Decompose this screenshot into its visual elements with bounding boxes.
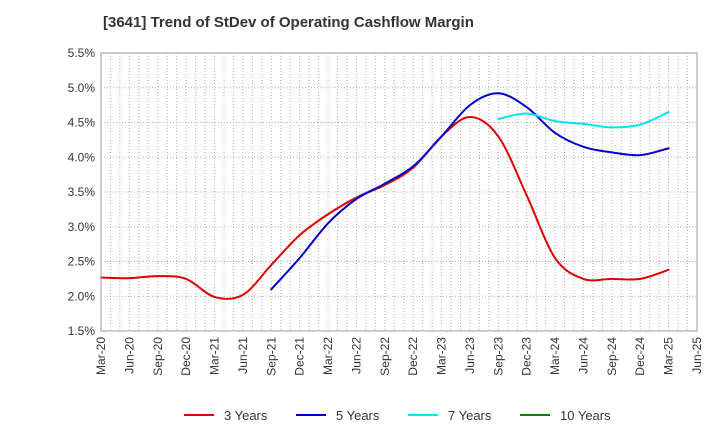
legend: 3 Years 5 Years 7 Years 10 Years [184,408,611,423]
x-tick-label: Mar-24 [548,337,562,375]
y-tick-label: 2.5% [68,255,96,269]
x-tick-label: Mar-20 [94,337,108,375]
grid [101,52,697,332]
x-tick-label: Jun-20 [122,337,136,374]
y-tick-label: 5.5% [68,46,96,60]
x-tick-label: Mar-25 [662,337,676,375]
legend-label-5-years: 5 Years [336,408,380,423]
x-tick-label: Dec-23 [520,337,534,376]
y-tick-label: 2.0% [68,289,96,303]
x-tick-label: Jun-25 [690,337,704,374]
x-tick-label: Mar-23 [435,337,449,375]
x-tick-label: Jun-23 [463,337,477,374]
series-line-5-years [270,92,670,291]
chart-title: [3641] Trend of StDev of Operating Cashf… [103,14,474,31]
x-tick-label: Dec-20 [179,337,193,376]
x-tick-label: Sep-20 [151,337,165,376]
x-axis-ticks: Mar-20 Jun-20 Sep-20 Dec-20 Mar-21 Jun-21 Sep-… [94,337,704,376]
x-tick-label: Sep-24 [605,337,619,376]
x-tick-label: Jun-22 [349,337,363,374]
x-tick-label: Mar-22 [321,337,335,375]
series-lines [100,92,670,300]
y-tick-label: 4.0% [68,150,96,164]
x-tick-label: Jun-24 [576,337,590,374]
x-tick-label: Dec-22 [406,337,420,376]
x-tick-label: Sep-22 [378,337,392,376]
x-tick-label: Dec-24 [633,337,647,376]
y-tick-label: 1.5% [68,324,96,338]
series-line-3-years [100,115,670,300]
plot-frame [100,52,698,332]
x-tick-label: Dec-21 [293,337,307,376]
legend-label-10-years: 10 Years [560,408,611,423]
y-tick-label: 3.5% [68,185,96,199]
legend-label-3-years: 3 Years [224,408,268,423]
x-tick-label: Jun-21 [236,337,250,374]
y-tick-label: 4.5% [68,116,96,130]
series-line-7-years [497,111,670,129]
x-tick-label: Sep-21 [264,337,278,376]
y-tick-label: 5.0% [68,81,96,95]
x-tick-label: Mar-21 [208,337,222,375]
legend-label-7-years: 7 Years [448,408,492,423]
y-axis-ticks: 5.5% 5.0% 4.5% 4.0% 3.5% 3.0% 2.5% 2.0% 1.5% [68,46,96,338]
x-tick-label: Sep-23 [491,337,505,376]
y-tick-label: 3.0% [68,220,96,234]
